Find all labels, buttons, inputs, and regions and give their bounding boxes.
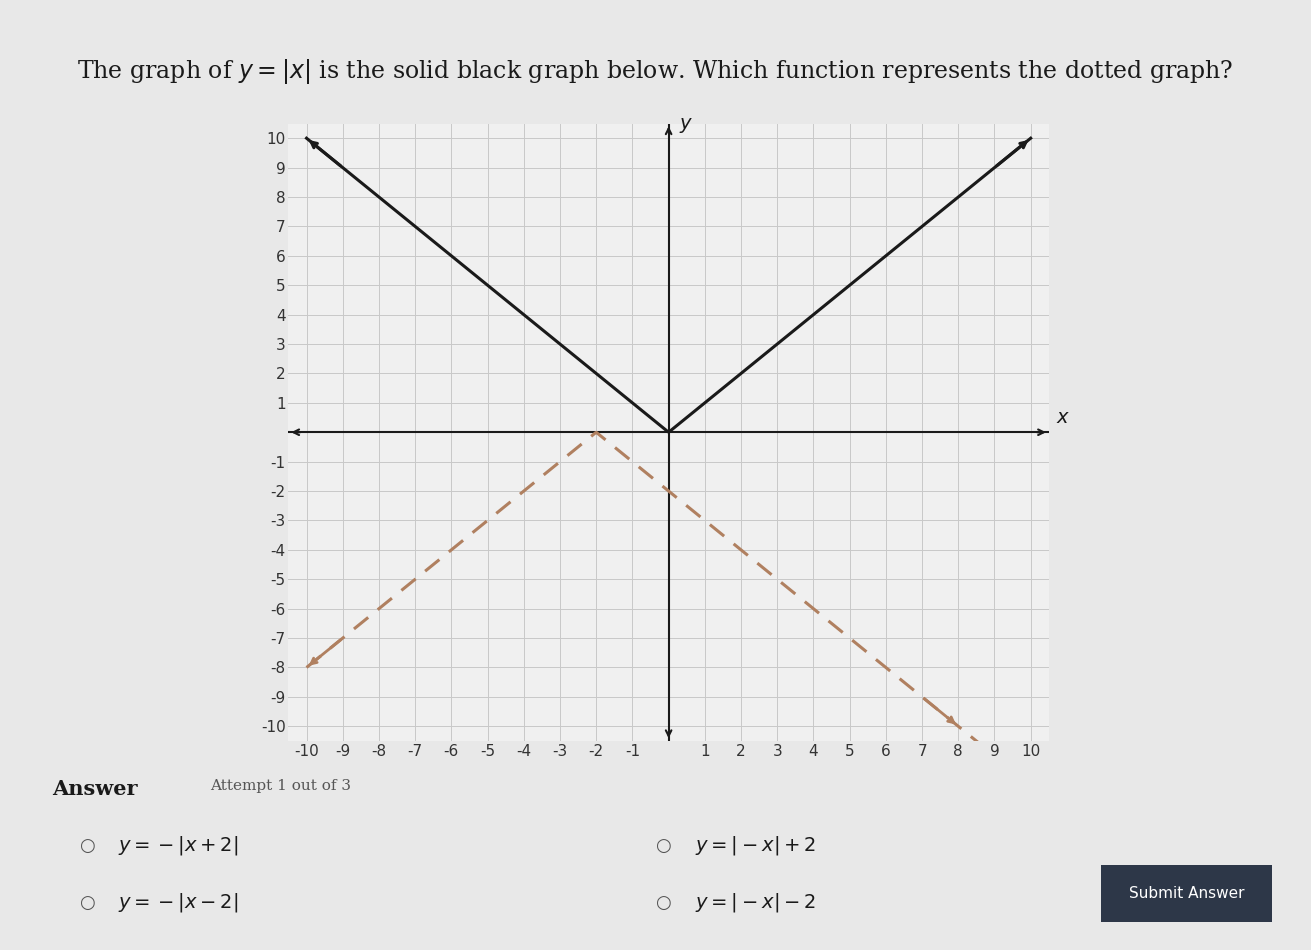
Text: $y = |-x| - 2$: $y = |-x| - 2$	[695, 891, 815, 914]
Text: x: x	[1057, 408, 1067, 428]
Text: ○: ○	[656, 894, 671, 911]
Text: y: y	[679, 114, 691, 133]
Text: ○: ○	[656, 837, 671, 854]
Text: ○: ○	[79, 894, 94, 911]
Text: Answer: Answer	[52, 779, 138, 799]
Text: The graph of $y = |x|$ is the solid black graph below. Which function represents: The graph of $y = |x|$ is the solid blac…	[77, 57, 1234, 86]
Text: Attempt 1 out of 3: Attempt 1 out of 3	[210, 779, 351, 793]
Text: $y = |-x| + 2$: $y = |-x| + 2$	[695, 834, 815, 857]
Text: $y = -|x - 2|$: $y = -|x - 2|$	[118, 891, 239, 914]
Text: Submit Answer: Submit Answer	[1129, 885, 1244, 901]
Text: ○: ○	[79, 837, 94, 854]
Text: $y = -|x + 2|$: $y = -|x + 2|$	[118, 834, 239, 857]
